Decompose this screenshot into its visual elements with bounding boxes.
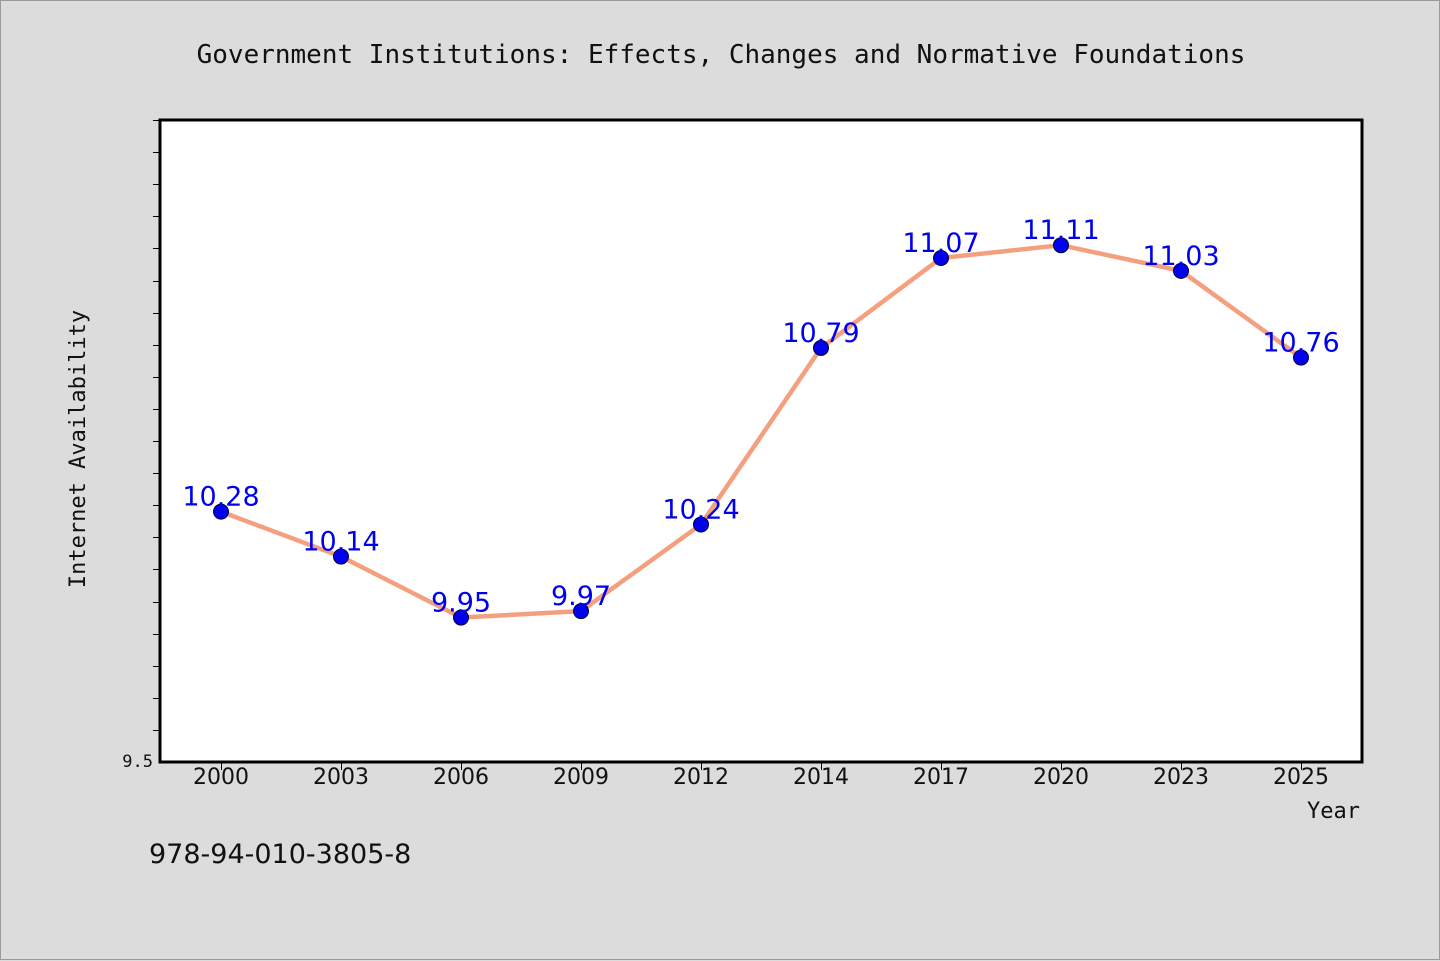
data-point	[813, 339, 829, 356]
x-axis-title: Year	[1307, 799, 1360, 824]
y-axis-title: Internet Availability	[66, 310, 91, 588]
y-axis-ticks	[153, 120, 159, 731]
x-tick-label: 2006	[433, 765, 489, 790]
x-tick-label: 2003	[313, 765, 369, 790]
chart-title: Government Institutions: Effects, Change…	[197, 40, 1246, 70]
series-line	[218, 242, 1304, 620]
data-point	[333, 548, 349, 565]
data-point	[933, 250, 949, 267]
isbn-text: 978-94-010-3805-8	[149, 839, 411, 870]
data-label: 9.97	[551, 581, 611, 612]
data-point	[213, 503, 229, 520]
data-point	[693, 516, 709, 533]
x-tick-label: 2023	[1153, 765, 1209, 790]
x-tick-label: 2000	[193, 765, 249, 790]
data-label: 11.07	[902, 228, 979, 259]
data-label: 10.28	[182, 482, 259, 513]
x-tick-label: 2020	[1033, 765, 1089, 790]
data-point	[453, 609, 469, 626]
data-label: 10.24	[662, 494, 739, 525]
plot-area	[158, 118, 1364, 764]
x-tick-label: 2017	[913, 765, 969, 790]
x-tick-label: 2025	[1273, 765, 1329, 790]
x-tick-label: 2009	[553, 765, 609, 790]
x-tick-label: 2012	[673, 765, 729, 790]
data-labels: 10.28 10.14 9.95 9.97 10.24 10.79 11.07 11.11 11…	[182, 215, 1339, 618]
data-label: 10.79	[782, 318, 859, 349]
data-label: 11.11	[1022, 215, 1099, 246]
data-point	[573, 603, 589, 620]
data-label: 11.03	[1142, 241, 1219, 272]
x-tick-label: 2014	[793, 765, 849, 790]
series-line-group	[218, 242, 1304, 620]
x-axis-ticks: 2000 2003 2006 2009 2012 2014 2017 2020 2023 2025	[193, 763, 1329, 790]
data-label: 9.95	[431, 588, 491, 619]
data-point	[1293, 349, 1309, 366]
data-points	[213, 237, 1309, 626]
data-label: 10.14	[302, 527, 379, 558]
data-label: 10.76	[1262, 328, 1339, 359]
y-axis-min-label: 9.5	[122, 752, 153, 772]
data-point	[1053, 237, 1069, 254]
data-point	[1173, 262, 1189, 279]
